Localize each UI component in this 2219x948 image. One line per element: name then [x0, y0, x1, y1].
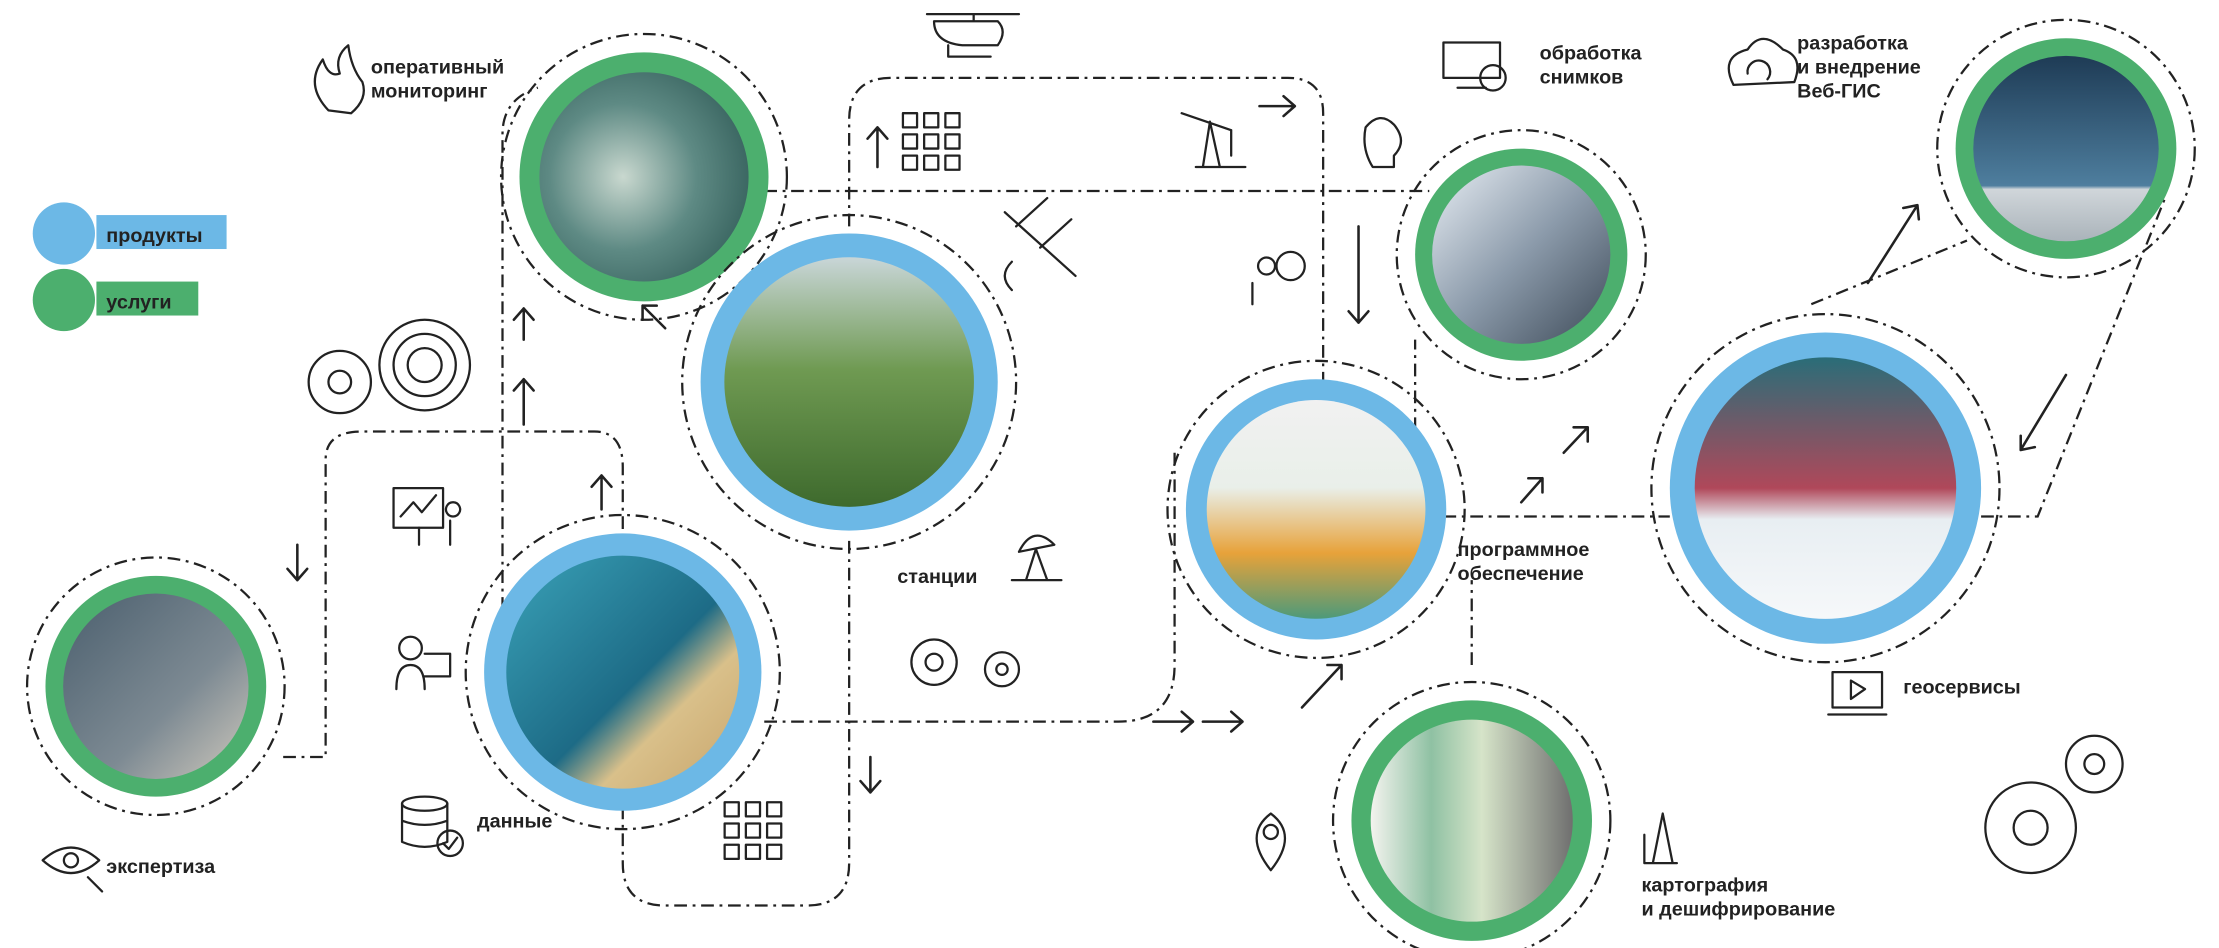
- node-image: [506, 555, 740, 789]
- node: геосервисы: [1650, 312, 2021, 698]
- node-label: и дешифрирование: [1642, 898, 1836, 920]
- node-dashed-ring: [1166, 359, 1466, 660]
- node-label: геосервисы: [1903, 676, 2020, 698]
- node-image: [724, 257, 974, 507]
- node: данные: [464, 513, 781, 833]
- node-dashed-ring: [1936, 18, 2196, 279]
- node-dashed-ring: [464, 513, 781, 831]
- node: станции: [681, 213, 1018, 588]
- arrows: [286, 94, 2068, 794]
- node-dashed-ring: [681, 213, 1018, 551]
- legend-dot: [32, 268, 95, 332]
- node-label: снимков: [1540, 66, 1624, 88]
- node-dashed-ring: [1650, 312, 2001, 664]
- legend-box: [96, 215, 227, 250]
- legend-dot: [32, 202, 95, 265]
- legend-label: продукты: [106, 225, 202, 247]
- legend-label: услуги: [106, 291, 171, 313]
- node-dashed-ring: [25, 556, 286, 817]
- node-label: данные: [477, 811, 552, 833]
- node-label: экспертиза: [106, 856, 216, 878]
- node-image: [539, 72, 749, 282]
- icons: [41, 13, 2124, 893]
- node-label: мониторинг: [371, 81, 488, 103]
- legend: продукты услуги: [32, 202, 227, 332]
- node-label: программное: [1458, 539, 1590, 561]
- node-image: [1206, 400, 1426, 619]
- node-label: Веб-ГИС: [1797, 81, 1881, 103]
- node-image: [1694, 357, 1957, 619]
- node-dashed-ring: [1331, 680, 1612, 948]
- node-dashed-ring: [499, 32, 789, 321]
- node-image: [63, 593, 249, 779]
- node-label: станции: [897, 566, 977, 588]
- node-image: [1370, 719, 1573, 922]
- connectors: [283, 76, 2167, 907]
- node-label: картография: [1642, 874, 1769, 896]
- node-label: оперативный: [371, 57, 504, 79]
- legend-box: [96, 281, 199, 316]
- node-label: обеспечение: [1458, 563, 1584, 585]
- node-image: [1432, 165, 1611, 344]
- node-label: обработка: [1540, 42, 1643, 64]
- node: экспертиза: [25, 556, 286, 878]
- node-label: и внедрение: [1797, 57, 1921, 79]
- node-image: [1973, 55, 2159, 242]
- node-dashed-ring: [1395, 129, 1647, 381]
- node-label: разработка: [1797, 33, 1909, 55]
